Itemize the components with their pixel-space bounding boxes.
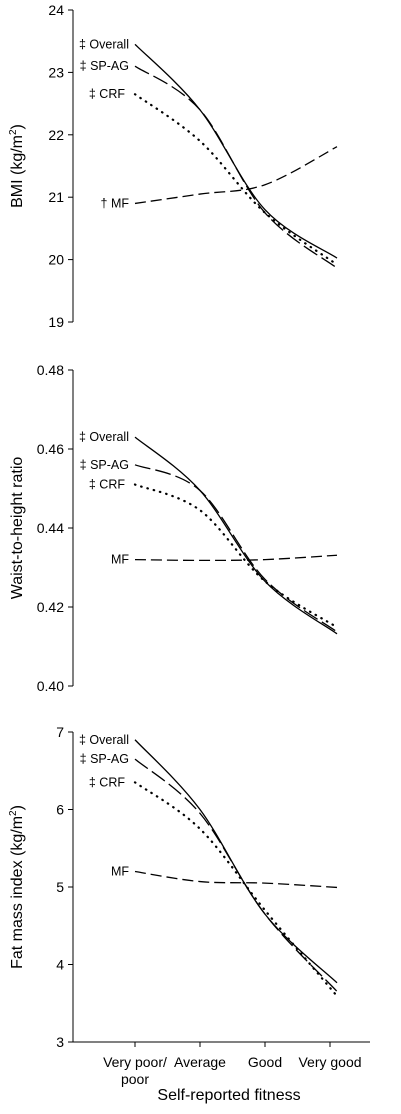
y-tick-label: 5 xyxy=(56,879,64,895)
x-axis-title: Self-reported fitness xyxy=(157,1087,300,1104)
y-tick-label: 0.42 xyxy=(37,599,64,615)
x-tick-label: Average xyxy=(174,1054,226,1070)
y-tick-label: 3 xyxy=(56,1034,64,1050)
series-label-crf: ‡ CRF xyxy=(89,478,125,492)
y-tick-label: 0.48 xyxy=(37,362,64,378)
y-tick-label: 21 xyxy=(48,189,64,205)
series-line-overall xyxy=(134,436,338,635)
series-line-sp-ag xyxy=(134,464,338,633)
series-label-mf: † MF xyxy=(101,196,130,210)
y-tick-label: 7 xyxy=(56,724,64,740)
chart-panel-1: 19 20 21 22 23 24 BMI (kg/m2) ‡ Overall ‡ SP-AG ‡… xyxy=(8,2,339,330)
series-line-mf xyxy=(134,554,338,562)
series-label-overall: ‡ Overall xyxy=(79,430,129,444)
y-tick-label: 4 xyxy=(56,957,64,973)
y-tick-label: 23 xyxy=(48,64,64,80)
series-label-sp-ag: ‡ SP-AG xyxy=(80,59,129,73)
chart-panel-3: 3 4 5 6 7 Fat mass index (kg/m2) ‡ Overall ‡ SP… xyxy=(8,724,339,1050)
series-label-overall: ‡ Overall xyxy=(79,37,129,51)
y-axis-title: Waist-to-height ratio xyxy=(9,457,26,600)
y-tick-label: 0.46 xyxy=(37,441,64,457)
series-label-crf: ‡ CRF xyxy=(89,775,125,789)
y-tick-label: 22 xyxy=(48,127,64,143)
y-axis-title: Fat mass index (kg/m2) xyxy=(8,805,26,969)
series-line-overall xyxy=(134,43,338,259)
series-label-overall: ‡ Overall xyxy=(79,733,129,747)
x-tick-label: Very good xyxy=(298,1054,361,1070)
x-tick-label: Very poor/poor xyxy=(103,1054,167,1087)
y-tick-label: 6 xyxy=(56,802,64,818)
series-line-crf xyxy=(133,483,339,629)
series-label-sp-ag: ‡ SP-AG xyxy=(80,752,129,766)
y-tick-label: 19 xyxy=(48,314,64,330)
series-label-mf: MF xyxy=(111,865,129,879)
series-label-sp-ag: ‡ SP-AG xyxy=(80,458,129,472)
series-label-mf: MF xyxy=(111,553,129,567)
y-axis-title: BMI (kg/m2) xyxy=(8,124,26,208)
x-axis: Very poor/poor Average Good Very good xyxy=(73,1041,370,1087)
series-line-mf xyxy=(134,870,338,889)
series-label-crf: ‡ CRF xyxy=(89,87,125,101)
y-tick-label: 0.40 xyxy=(37,678,64,694)
chart-panel-2: 0.40 0.42 0.44 0.46 0.48 Waist-to-height rati… xyxy=(9,362,339,694)
series-line-overall xyxy=(134,739,338,984)
series-line-crf xyxy=(133,781,339,998)
series-line-sp-ag xyxy=(134,758,338,992)
y-tick-label: 20 xyxy=(48,252,64,268)
y-tick-label: 0.44 xyxy=(37,520,64,536)
x-tick-label: Good xyxy=(248,1054,282,1070)
y-tick-label: 24 xyxy=(48,2,64,18)
series-line-crf xyxy=(133,93,339,266)
series-line-mf xyxy=(134,146,338,205)
chart-panels: 19 20 21 22 23 24 BMI (kg/m2) ‡ Overall ‡ SP-AG ‡… xyxy=(8,2,339,1050)
